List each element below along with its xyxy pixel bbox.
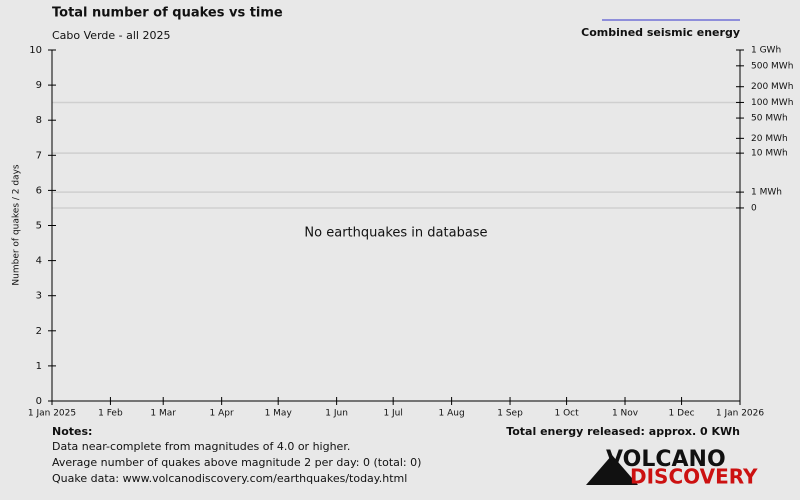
note: Data near-complete from magnitudes of 4.… bbox=[52, 440, 350, 453]
y-tick-label: 7 bbox=[36, 150, 42, 161]
y2-tick-label: 50 MWh bbox=[751, 114, 788, 124]
x-tick-label: 1 Jan 2026 bbox=[716, 409, 764, 419]
x-tick-label: 1 Jan 2025 bbox=[28, 409, 76, 419]
x-tick-label: 1 Feb bbox=[98, 409, 123, 419]
y2-tick-label: 100 MWh bbox=[751, 98, 793, 108]
y2-tick-label: 10 MWh bbox=[751, 149, 788, 159]
x-tick-label: 1 May bbox=[265, 409, 293, 419]
annotation: No earthquakes in database bbox=[304, 226, 487, 241]
y2-tick-label: 1 GWh bbox=[751, 46, 781, 56]
y-tick-label: 2 bbox=[36, 326, 42, 337]
note: Average number of quakes above magnitude… bbox=[52, 456, 421, 469]
y2-tick-label: 500 MWh bbox=[751, 61, 793, 71]
logo-text: DISCOVERY bbox=[630, 465, 758, 489]
x-tick-label: 1 Dec bbox=[669, 409, 695, 419]
x-tick-label: 1 Apr bbox=[210, 409, 234, 419]
chart-subtitle: Cabo Verde - all 2025 bbox=[52, 29, 170, 42]
y-tick-label: 10 bbox=[29, 45, 42, 56]
x-tick-label: 1 Nov bbox=[612, 409, 639, 419]
y-tick-label: 1 bbox=[36, 361, 42, 372]
x-tick-label: 1 Aug bbox=[439, 409, 465, 419]
note: Quake data: www.volcanodiscovery.com/ear… bbox=[52, 472, 407, 485]
y2-tick-label: 0 bbox=[751, 203, 757, 213]
logo-text: VOLCANO bbox=[606, 447, 726, 472]
notes-title: Notes: bbox=[52, 425, 92, 438]
logo: VOLCANO DISCOVERY bbox=[586, 447, 758, 489]
y-tick-label: 5 bbox=[36, 221, 42, 232]
y-tick-label: 4 bbox=[36, 256, 42, 267]
x-tick-label: 1 Jun bbox=[325, 409, 348, 419]
x-tick-label: 1 Oct bbox=[555, 409, 580, 419]
y-axis-label: Number of quakes / 2 days bbox=[12, 164, 22, 285]
y-tick-label: 0 bbox=[36, 396, 42, 407]
y2-tick-label: 200 MWh bbox=[751, 82, 793, 92]
y2-tick-label: 20 MWh bbox=[751, 134, 788, 144]
x-tick-label: 1 Jul bbox=[383, 409, 402, 419]
chart-title: Total number of quakes vs time bbox=[52, 6, 283, 21]
y-tick-label: 9 bbox=[36, 80, 42, 91]
total-energy: Total energy released: approx. 0 KWh bbox=[506, 425, 740, 438]
x-tick-label: 1 Sep bbox=[497, 409, 523, 419]
legend-label: Combined seismic energy bbox=[581, 26, 740, 39]
y2-tick-label: 1 MWh bbox=[751, 188, 782, 198]
logo-icon bbox=[586, 455, 638, 485]
y-tick-label: 6 bbox=[36, 185, 42, 196]
x-tick-label: 1 Mar bbox=[150, 409, 176, 419]
y-tick-label: 3 bbox=[36, 291, 42, 302]
y-tick-label: 8 bbox=[36, 115, 42, 126]
